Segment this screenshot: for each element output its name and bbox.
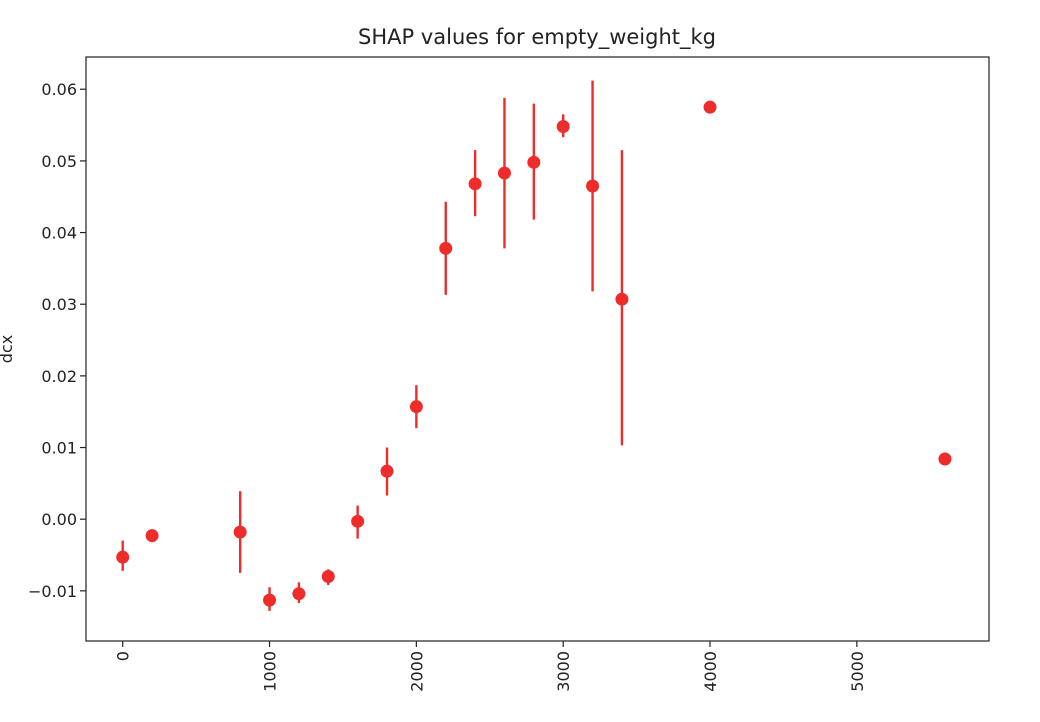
data-point [292, 587, 306, 601]
y-tick-label: 0.01 [41, 439, 77, 458]
data-point [703, 100, 717, 114]
x-axis: 0 1000 2000 3000 4000 5000 [114, 641, 867, 692]
x-tick-label: 0 [114, 651, 133, 661]
y-axis: −0.01 0.00 0.01 0.02 0.03 0.04 0.05 0.06 [28, 80, 86, 601]
data-point [527, 155, 541, 169]
y-tick-label: 0.03 [41, 295, 77, 314]
data-points [116, 100, 952, 607]
data-point [439, 241, 453, 255]
y-tick-label: 0.02 [41, 367, 77, 386]
data-point [351, 514, 365, 528]
x-tick-label: 4000 [701, 651, 720, 692]
plot-frame [85, 56, 990, 642]
x-tick-label: 3000 [554, 651, 573, 692]
data-point [116, 550, 130, 564]
y-tick-label: −0.01 [28, 582, 77, 601]
y-axis-label: dcx [0, 335, 16, 363]
data-point [409, 400, 423, 414]
data-point [145, 529, 159, 543]
error-bars [121, 80, 624, 611]
y-tick-label: 0.00 [41, 510, 77, 529]
data-point [497, 166, 511, 180]
data-point [938, 452, 952, 466]
data-point [615, 292, 629, 306]
data-point [556, 120, 570, 134]
data-point [586, 179, 600, 193]
data-point [468, 177, 482, 191]
data-point [321, 570, 335, 584]
chart-title: SHAP values for empty_weight_kg [358, 25, 716, 50]
y-tick-label: 0.04 [41, 224, 77, 243]
x-tick-label: 2000 [407, 651, 426, 692]
x-tick-label: 1000 [261, 651, 280, 692]
y-tick-label: 0.06 [41, 80, 77, 99]
data-point [233, 525, 247, 539]
data-point [263, 593, 277, 607]
y-tick-label: 0.05 [41, 152, 77, 171]
x-tick-label: 5000 [848, 651, 867, 692]
data-point [380, 464, 394, 478]
